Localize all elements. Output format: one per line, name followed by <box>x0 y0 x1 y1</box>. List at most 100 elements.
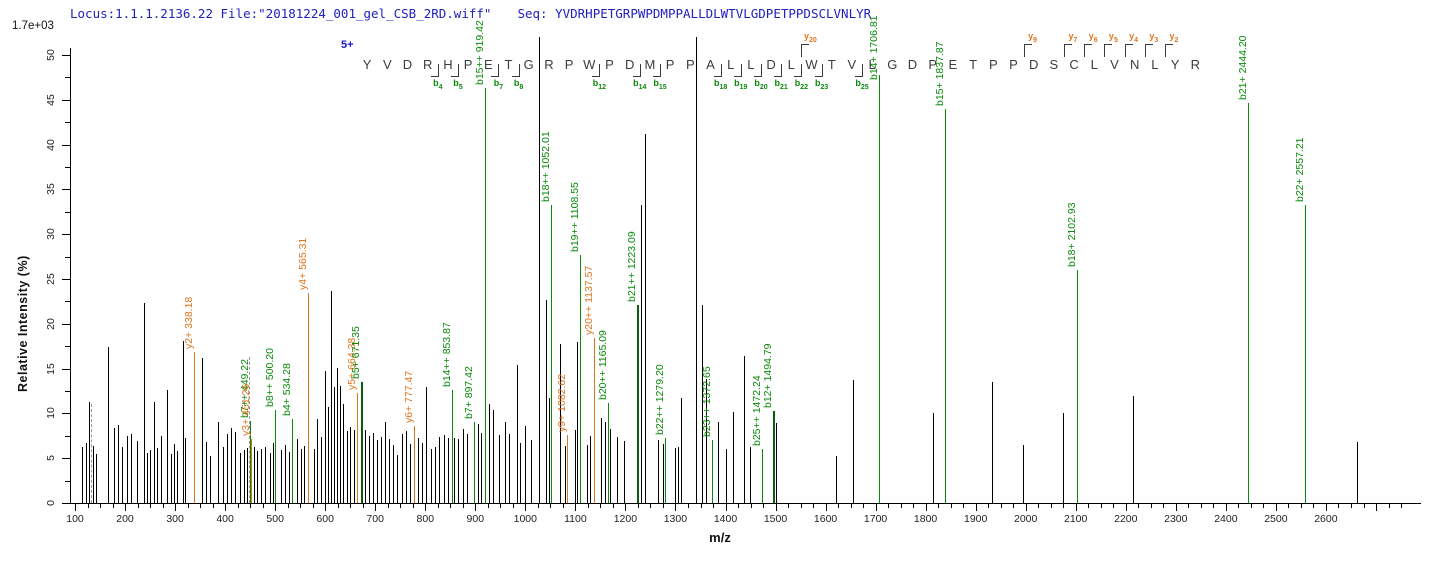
b-ion-peak <box>551 204 553 503</box>
peak <box>353 430 355 503</box>
peak <box>157 448 159 503</box>
dashed-peak <box>90 404 92 503</box>
sequence-residue: A <box>706 57 715 72</box>
x-tick <box>800 504 802 508</box>
b-ion-cut-label: b22 <box>794 78 809 91</box>
x-tick <box>337 504 339 508</box>
y-tick-label: 25 <box>45 273 57 285</box>
y-ion-cut-mark <box>1084 44 1093 57</box>
y-ion-cut-label: y20 <box>803 31 817 44</box>
b-ion-peak <box>772 410 775 503</box>
y-ion-peak <box>250 438 252 503</box>
x-tick <box>112 504 114 508</box>
x-tick <box>437 504 439 508</box>
y-ion-cut-label: y2 <box>1169 31 1179 44</box>
peak-label: b7+ 897.42 <box>463 365 475 419</box>
x-tick <box>1325 504 1327 511</box>
y-tick <box>65 391 70 392</box>
y-ion-cut-label: y7 <box>1068 31 1078 44</box>
peak-label: b21+ 2444.20 <box>1237 35 1249 101</box>
b-ion-peak <box>485 88 486 503</box>
x-tick <box>475 504 477 511</box>
peak <box>118 425 119 503</box>
x-tick-label: 2300 <box>1164 513 1188 525</box>
peak <box>493 409 495 503</box>
peak <box>425 386 427 503</box>
x-tick-label: 2000 <box>1014 513 1038 525</box>
peak <box>313 449 315 503</box>
sequence-residue: V <box>382 57 392 72</box>
x-tick-label: 500 <box>266 513 284 525</box>
x-tick <box>688 504 689 508</box>
peak <box>201 357 203 503</box>
x-tick <box>1088 504 1090 508</box>
x-tick <box>262 504 264 508</box>
peak <box>546 299 548 503</box>
b-ion-peak <box>1304 204 1306 503</box>
x-tick <box>1388 504 1390 508</box>
x-tick-label: 700 <box>366 513 384 525</box>
peak <box>481 433 483 503</box>
x-tick <box>562 504 564 508</box>
y-tick <box>62 55 70 56</box>
b-ion-peak <box>249 420 251 503</box>
x-tick-label: 900 <box>466 513 485 525</box>
x-tick <box>325 504 327 511</box>
y-tick <box>65 480 70 482</box>
y-ion-cut-label: y9 <box>1028 31 1038 44</box>
sequence-residue: V <box>1110 57 1119 72</box>
b-ion-cut-label: b5 <box>453 78 463 91</box>
peak <box>300 449 302 503</box>
sequence-residue: R <box>1190 57 1200 72</box>
y-tick-label: 10 <box>45 407 57 420</box>
peak <box>577 341 579 503</box>
peak <box>388 439 390 503</box>
peak <box>392 444 394 503</box>
x-tick-label: 100 <box>66 513 84 525</box>
peak <box>509 434 511 503</box>
sequence-residue: N <box>1129 57 1140 72</box>
peak-label: y4+ 565.31 <box>296 238 309 291</box>
sequence-residue: T <box>504 57 513 72</box>
peak <box>701 305 703 503</box>
sequence-residue: H <box>443 57 453 72</box>
x-tick-label: 2100 <box>1064 513 1088 525</box>
y-tick <box>62 413 70 415</box>
x-tick <box>1338 504 1340 508</box>
x-tick <box>1376 504 1377 511</box>
peak <box>93 445 94 503</box>
peak <box>137 441 138 503</box>
y-tick <box>62 234 70 236</box>
x-tick <box>1000 504 1002 508</box>
x-tick <box>250 504 252 508</box>
x-tick <box>1175 504 1177 511</box>
x-tick <box>725 504 727 511</box>
peak <box>431 449 433 503</box>
peak-label: b12+ 1494.79 <box>761 343 774 408</box>
y-tick-label: 30 <box>45 228 57 241</box>
y-tick <box>62 368 70 370</box>
peak <box>153 401 155 503</box>
peak <box>696 37 697 503</box>
sequence-residue: D <box>1028 57 1039 72</box>
peak-label: b15++ 919.42 <box>474 20 486 86</box>
b-ion-cut-mark <box>754 64 762 77</box>
y-ion-cut-mark <box>1124 44 1133 57</box>
peak <box>346 431 348 503</box>
x-tick <box>237 504 239 508</box>
y-ion-cut-mark <box>1064 44 1072 57</box>
sequence-residue: R <box>422 57 433 72</box>
x-tick <box>362 504 364 508</box>
x-tick <box>1113 504 1115 508</box>
x-tick-label: 1900 <box>964 513 988 525</box>
peak <box>505 421 507 503</box>
b-ion-cut-label: b25 <box>855 78 869 91</box>
x-tick <box>75 504 76 511</box>
y-ion-peak <box>357 392 359 503</box>
peak <box>227 434 229 503</box>
peak <box>150 450 152 503</box>
peak <box>339 385 341 503</box>
x-tick <box>137 504 139 508</box>
peak-label: b15+ 1837.87 <box>933 41 946 106</box>
x-tick-label: 2200 <box>1114 513 1138 525</box>
